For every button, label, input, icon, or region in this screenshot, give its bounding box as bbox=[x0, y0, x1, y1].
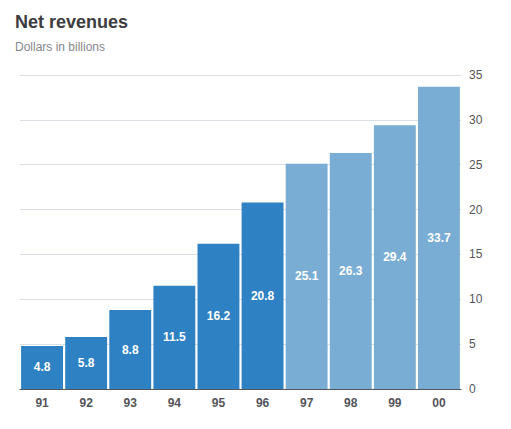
svg-text:98: 98 bbox=[344, 396, 358, 410]
svg-text:20: 20 bbox=[469, 203, 483, 217]
svg-text:10: 10 bbox=[469, 292, 483, 306]
svg-text:95: 95 bbox=[212, 396, 226, 410]
svg-text:30: 30 bbox=[469, 113, 483, 127]
svg-text:8.8: 8.8 bbox=[122, 343, 139, 357]
svg-text:97: 97 bbox=[300, 396, 314, 410]
svg-text:26.3: 26.3 bbox=[339, 264, 363, 278]
svg-text:93: 93 bbox=[124, 396, 138, 410]
svg-text:29.4: 29.4 bbox=[383, 250, 407, 264]
svg-text:20.8: 20.8 bbox=[251, 289, 275, 303]
svg-text:Dollars in billions: Dollars in billions bbox=[15, 40, 105, 54]
svg-text:5: 5 bbox=[469, 337, 476, 351]
svg-text:96: 96 bbox=[256, 396, 270, 410]
svg-text:0: 0 bbox=[469, 382, 476, 396]
svg-text:4.8: 4.8 bbox=[34, 360, 51, 374]
svg-text:92: 92 bbox=[79, 396, 93, 410]
svg-text:25.1: 25.1 bbox=[295, 269, 319, 283]
svg-text:00: 00 bbox=[432, 396, 446, 410]
svg-text:94: 94 bbox=[168, 396, 182, 410]
svg-text:5.8: 5.8 bbox=[78, 356, 95, 370]
svg-text:Net revenues: Net revenues bbox=[15, 12, 128, 32]
svg-text:91: 91 bbox=[35, 396, 49, 410]
svg-text:25: 25 bbox=[469, 158, 483, 172]
svg-text:99: 99 bbox=[388, 396, 402, 410]
svg-text:35: 35 bbox=[469, 68, 483, 82]
svg-text:16.2: 16.2 bbox=[207, 309, 231, 323]
svg-text:11.5: 11.5 bbox=[163, 330, 186, 344]
svg-text:33.7: 33.7 bbox=[427, 231, 451, 245]
svg-text:15: 15 bbox=[469, 247, 483, 261]
